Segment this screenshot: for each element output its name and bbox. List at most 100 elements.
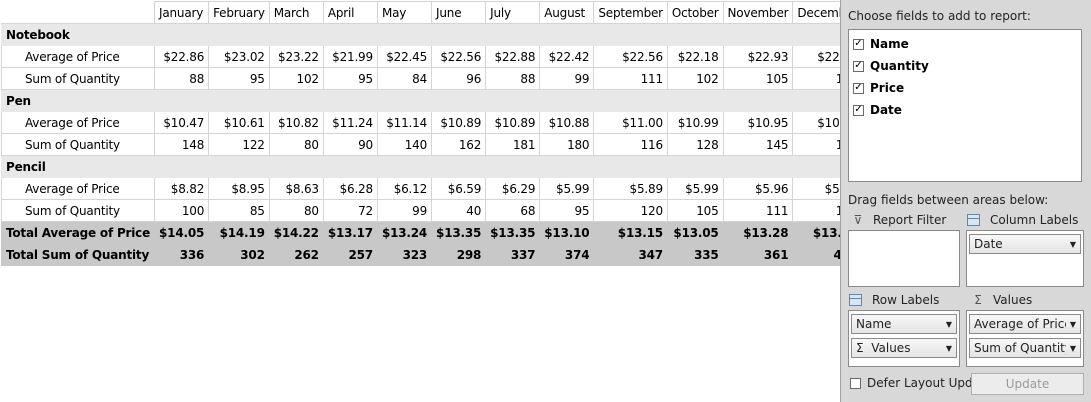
- column-header-month[interactable]: May: [376, 1, 433, 24]
- row-labels-area[interactable]: Name ▼ Σ Values ▼: [848, 310, 960, 367]
- value-cell[interactable]: 120: [593, 199, 668, 222]
- total-value-cell[interactable]: 335: [666, 243, 724, 266]
- value-cell[interactable]: 100: [154, 199, 210, 222]
- value-cell[interactable]: $10.82: [268, 111, 324, 134]
- report-filter-area[interactable]: [848, 230, 960, 287]
- value-cell[interactable]: 181: [485, 133, 541, 156]
- value-cell[interactable]: $22.18: [666, 45, 724, 68]
- column-header-month[interactable]: March: [268, 1, 324, 24]
- value-cell[interactable]: 96: [431, 67, 487, 90]
- value-cell[interactable]: $5.89: [593, 177, 668, 200]
- column-field-date-dropdown[interactable]: Date ▼: [969, 234, 1081, 254]
- value-cell[interactable]: 72: [322, 199, 378, 222]
- field-item-date[interactable]: ✓ Date: [849, 99, 1081, 121]
- defer-layout-update-checkbox[interactable]: Defer Layout Update: [850, 376, 992, 390]
- value-cell[interactable]: 111: [593, 67, 668, 90]
- column-header-month[interactable]: October: [666, 1, 724, 24]
- value-cell[interactable]: 99: [376, 199, 433, 222]
- total-value-cell[interactable]: 347: [593, 243, 668, 266]
- value-cell[interactable]: 122: [208, 133, 270, 156]
- value-cell[interactable]: $22.86: [154, 45, 210, 68]
- total-value-cell[interactable]: 323: [376, 243, 433, 266]
- total-value-cell[interactable]: 337: [485, 243, 541, 266]
- total-value-cell[interactable]: $13.17: [322, 221, 378, 244]
- value-cell[interactable]: $10.47: [154, 111, 210, 134]
- total-value-cell[interactable]: 262: [268, 243, 324, 266]
- value-cell[interactable]: 99: [539, 67, 595, 90]
- value-cell[interactable]: $22.42: [539, 45, 595, 68]
- value-cell[interactable]: 88: [485, 67, 541, 90]
- value-cell[interactable]: 116: [593, 133, 668, 156]
- value-cell[interactable]: $11.24: [322, 111, 378, 134]
- column-header-month[interactable]: February: [208, 1, 270, 24]
- value-cell[interactable]: 148: [154, 133, 210, 156]
- value-cell[interactable]: $6.59: [431, 177, 487, 200]
- value-cell[interactable]: 105: [722, 67, 794, 90]
- value-cell[interactable]: $11.00: [593, 111, 668, 134]
- column-header-month[interactable]: January: [154, 1, 210, 24]
- column-header-month[interactable]: September: [593, 1, 668, 24]
- total-value-cell[interactable]: 298: [431, 243, 487, 266]
- field-item-price[interactable]: ✓ Price: [849, 77, 1081, 99]
- column-labels-area[interactable]: Date ▼: [966, 230, 1084, 287]
- checkbox-icon[interactable]: ✓: [853, 82, 864, 94]
- total-value-cell[interactable]: 374: [539, 243, 595, 266]
- column-header-month[interactable]: April: [322, 1, 378, 24]
- total-value-cell[interactable]: $13.15: [593, 221, 668, 244]
- checkbox-icon[interactable]: [850, 377, 861, 389]
- value-cell[interactable]: 40: [431, 199, 487, 222]
- update-button[interactable]: Update: [971, 373, 1084, 395]
- value-cell[interactable]: $23.22: [268, 45, 324, 68]
- value-cell[interactable]: 180: [539, 133, 595, 156]
- value-cell[interactable]: $6.29: [485, 177, 541, 200]
- value-cell[interactable]: $10.99: [666, 111, 724, 134]
- checkbox-icon[interactable]: ✓: [853, 38, 864, 50]
- value-cell[interactable]: $5.96: [722, 177, 794, 200]
- value-field-avg-price-dropdown[interactable]: Average of Price ▼: [969, 314, 1081, 334]
- value-cell[interactable]: $22.56: [431, 45, 487, 68]
- column-header-month[interactable]: June: [431, 1, 487, 24]
- group-label[interactable]: Pencil: [0, 155, 156, 178]
- value-cell[interactable]: 68: [485, 199, 541, 222]
- value-cell[interactable]: $22.88: [485, 45, 541, 68]
- value-cell[interactable]: 162: [431, 133, 487, 156]
- checkbox-icon[interactable]: ✓: [853, 60, 864, 72]
- total-value-cell[interactable]: 302: [208, 243, 270, 266]
- column-header-month[interactable]: August: [539, 1, 595, 24]
- checkbox-icon[interactable]: ✓: [853, 104, 864, 116]
- value-cell[interactable]: $6.28: [322, 177, 378, 200]
- value-cell[interactable]: 102: [666, 67, 724, 90]
- total-value-cell[interactable]: $14.19: [208, 221, 270, 244]
- value-cell[interactable]: 95: [322, 67, 378, 90]
- value-cell[interactable]: $21.99: [322, 45, 378, 68]
- field-item-name[interactable]: ✓ Name: [849, 33, 1081, 55]
- value-cell[interactable]: $22.45: [376, 45, 433, 68]
- group-label[interactable]: Pen: [0, 89, 156, 112]
- total-value-cell[interactable]: 336: [154, 243, 210, 266]
- total-value-cell[interactable]: $14.22: [268, 221, 324, 244]
- value-cell[interactable]: $10.61: [208, 111, 270, 134]
- value-field-sum-qty-dropdown[interactable]: Sum of Quantity ▼: [969, 338, 1081, 358]
- total-value-cell[interactable]: $13.35: [485, 221, 541, 244]
- total-value-cell[interactable]: $13.35: [431, 221, 487, 244]
- value-cell[interactable]: $10.89: [485, 111, 541, 134]
- value-cell[interactable]: 140: [376, 133, 433, 156]
- total-value-cell[interactable]: $13.05: [666, 221, 724, 244]
- value-cell[interactable]: $8.95: [208, 177, 270, 200]
- value-cell[interactable]: 128: [666, 133, 724, 156]
- total-value-cell[interactable]: $13.10: [539, 221, 595, 244]
- field-item-quantity[interactable]: ✓ Quantity: [849, 55, 1081, 77]
- value-cell[interactable]: 102: [268, 67, 324, 90]
- value-cell[interactable]: $10.89: [431, 111, 487, 134]
- value-cell[interactable]: $22.56: [593, 45, 668, 68]
- column-header-month[interactable]: July: [485, 1, 541, 24]
- value-cell[interactable]: $11.14: [376, 111, 433, 134]
- group-label[interactable]: Notebook: [0, 23, 156, 46]
- value-cell[interactable]: $10.95: [722, 111, 794, 134]
- value-cell[interactable]: 80: [268, 199, 324, 222]
- total-value-cell[interactable]: 257: [322, 243, 378, 266]
- total-value-cell[interactable]: $14.05: [154, 221, 210, 244]
- value-cell[interactable]: 90: [322, 133, 378, 156]
- value-cell[interactable]: $6.12: [376, 177, 433, 200]
- value-cell[interactable]: $8.82: [154, 177, 210, 200]
